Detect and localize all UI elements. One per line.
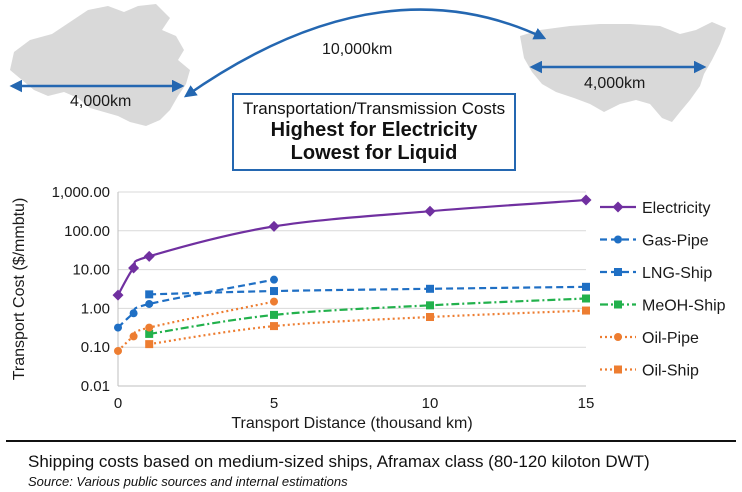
chart-series [112, 194, 592, 355]
source-note: Source: Various public sources and inter… [28, 474, 348, 489]
data-point-meoh-ship [270, 310, 278, 319]
data-point-oil-ship [426, 313, 434, 322]
series-line-oil-pipe [117, 300, 275, 352]
x-axis-title: Transport Distance (thousand km) [231, 415, 472, 432]
legend-marker-lng-ship [614, 268, 622, 276]
data-point-oil-ship [145, 340, 154, 349]
chart-title-line2: Lowest for Liquid [290, 142, 458, 164]
series-line-electricity [117, 198, 587, 296]
china-map-shape [10, 4, 190, 126]
y-tick-label: 1,000.00 [52, 184, 110, 201]
data-point-electricity [580, 194, 592, 206]
series-line-oil-ship [149, 309, 587, 346]
y-tick-label: 0.10 [81, 339, 110, 356]
legend-marker-oil-ship [614, 365, 622, 374]
legend-marker-oil-pipe [614, 333, 622, 341]
y-tick-label: 10.00 [72, 262, 110, 279]
china-span-label: 4,000km [70, 93, 131, 110]
y-tick-label: 1.00 [81, 300, 110, 317]
x-tick-label: 10 [422, 395, 439, 412]
legend-label-oil-pipe: Oil-Pipe [642, 330, 699, 347]
data-point-electricity [112, 289, 124, 301]
data-point-oil-ship [582, 306, 590, 315]
legend-label-meoh-ship: MeOH-Ship [642, 298, 726, 315]
legend-label-lng-ship: LNG-Ship [642, 265, 712, 282]
data-point-meoh-ship [145, 329, 154, 338]
data-point-oil-pipe [114, 346, 122, 355]
y-tick-label: 100.00 [64, 223, 110, 240]
data-point-oil-pipe [145, 323, 154, 332]
data-point-meoh-ship [426, 301, 434, 310]
data-point-lng-ship [145, 290, 154, 299]
y-tick-label: 0.01 [81, 378, 110, 395]
footnote: Shipping costs based on medium-sized shi… [28, 452, 650, 471]
ocean-span-arrow [183, 8, 547, 98]
chart-title-line1: Highest for Electricity [270, 119, 478, 141]
data-point-electricity [268, 220, 280, 232]
data-point-gas-pipe [114, 323, 122, 332]
series-line-meoh-ship [149, 297, 587, 336]
data-point-meoh-ship [582, 294, 590, 303]
data-point-gas-pipe [145, 299, 154, 308]
legend-marker-gas-pipe [614, 235, 622, 244]
x-tick-label: 15 [578, 395, 595, 412]
data-point-gas-pipe [129, 309, 138, 318]
legend-marker-meoh-ship [614, 300, 622, 309]
chart-axes: 0.01 0.10 1.00 10.00 100.00 1,000.00 0 5 10 15 Tra… [11, 184, 594, 432]
x-tick-label: 5 [270, 395, 278, 412]
legend-marker-electricity [612, 201, 624, 213]
legend-label-gas-pipe: Gas-Pipe [642, 233, 709, 250]
data-point-gas-pipe [270, 275, 278, 284]
usa-span-label: 4,000km [584, 75, 645, 92]
chart-subtitle: Transportation/Transmission Costs [242, 99, 506, 118]
data-point-electricity [143, 250, 155, 262]
x-tick-label: 0 [114, 395, 122, 412]
y-axis-title: Transport Cost ($/mmbtu) [11, 198, 28, 381]
legend-label-oil-ship: Oil-Ship [642, 363, 699, 380]
divider [6, 440, 736, 442]
usa-map-shape [520, 22, 726, 122]
legend-label-electricity: Electricity [642, 200, 710, 217]
data-point-lng-ship [426, 284, 434, 293]
chart-legend: Electricity Gas-Pipe LNG-Ship MeOH-Ship Oil-… [600, 200, 726, 380]
ocean-span-label: 10,000km [322, 41, 392, 58]
series-line-lng-ship [149, 285, 587, 296]
data-point-lng-ship [582, 282, 590, 291]
data-point-oil-pipe [129, 332, 138, 341]
data-point-electricity [424, 205, 436, 217]
data-point-oil-pipe [270, 297, 278, 306]
title-box: Transportation/Transmission Costs Highes… [232, 93, 516, 171]
series-line-gas-pipe [117, 278, 275, 329]
data-point-oil-ship [270, 322, 278, 331]
data-point-lng-ship [270, 287, 278, 296]
data-point-electricity [128, 262, 140, 274]
